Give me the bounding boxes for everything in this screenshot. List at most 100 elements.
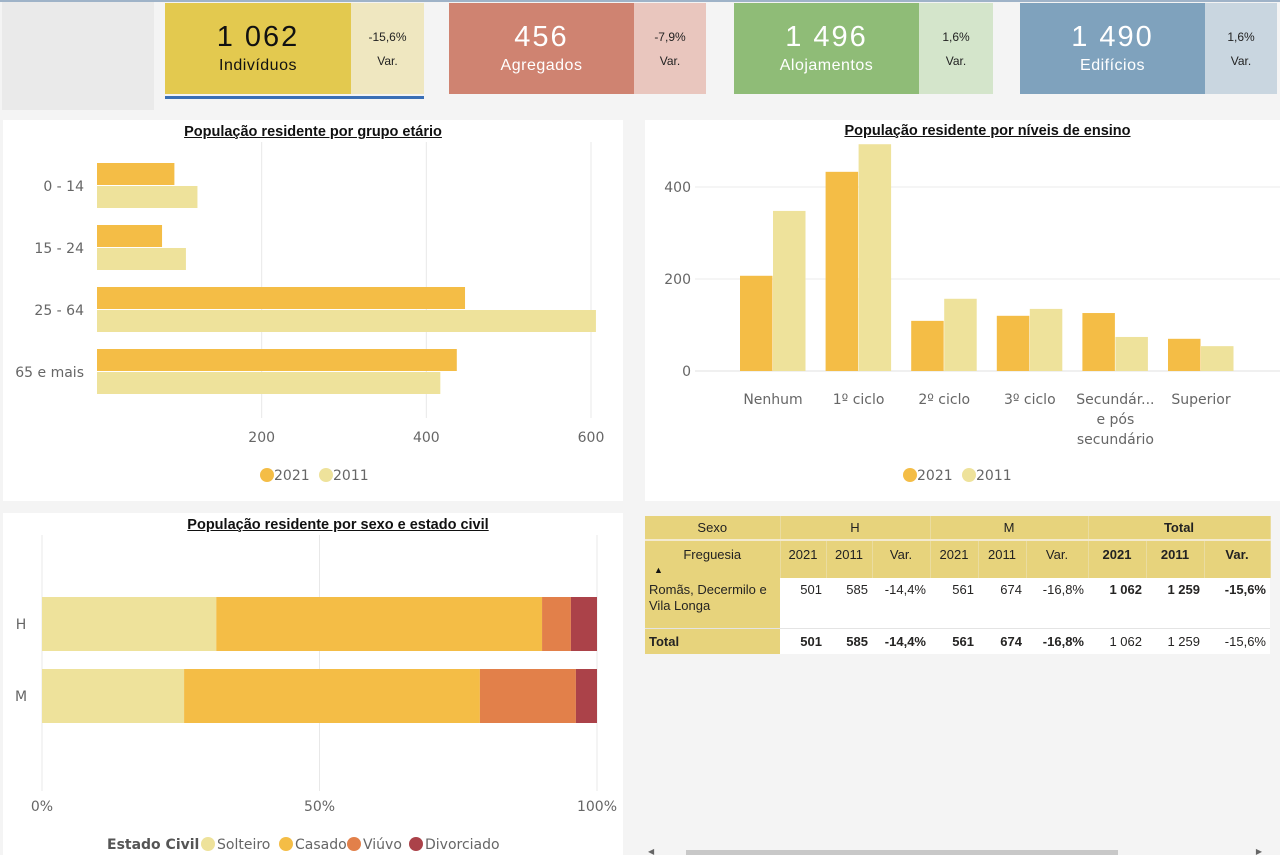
legend-label: 2011	[333, 468, 369, 484]
total-h-2011: 585	[826, 627, 872, 654]
kpi-variation-label: Var.	[377, 53, 398, 68]
header-h-2011[interactable]: 2011	[826, 539, 873, 578]
bar-2011	[1115, 336, 1148, 371]
marital-chart[interactable]: 0% 50% 100% H M Estado Civil Solteiro Casado Viú…	[3, 513, 623, 855]
bar-2021	[911, 320, 944, 371]
age-chart-panel: População residente por grupo etário 200…	[3, 120, 623, 501]
kpi-label: Agregados	[500, 57, 583, 75]
legend-label: Solteiro	[217, 837, 270, 853]
y-category-label: 65 e mais	[15, 365, 84, 381]
kpi-variation: 1,6% Var.	[919, 3, 993, 94]
table-group-header-row: Sexo H M Total	[645, 516, 1271, 540]
legend-marker-2011	[962, 468, 976, 482]
header-h-2021[interactable]: 2021	[780, 539, 827, 578]
total-m-var: -16,8%	[1026, 627, 1088, 654]
education-chart[interactable]: 0 200 400 Nenhum 1º ciclo 2º ciclo 3º ciclo Sec…	[645, 120, 1280, 501]
kpi-variation-label: Var.	[659, 53, 681, 68]
bar-2011	[97, 372, 441, 394]
x-tick-label: 0%	[31, 799, 53, 815]
kpi-label: Indivíduos	[219, 57, 297, 75]
cell-m-2011: 674	[978, 578, 1026, 628]
total-m-2011: 674	[978, 627, 1026, 654]
table-row[interactable]: Romãs, Decermilo e Vila Longa 501 585 -1…	[645, 578, 1270, 628]
kpi-card-alojamentos[interactable]: 1 496 Alojamentos 1,6% Var.	[734, 3, 993, 94]
selected-indicator	[165, 96, 424, 99]
header-group-h[interactable]: H	[780, 516, 931, 540]
segment-casado	[216, 597, 543, 651]
header-m-2021[interactable]: 2021	[930, 539, 979, 578]
total-h-2021: 501	[780, 627, 826, 654]
y-tick-label: 400	[664, 180, 691, 196]
y-category-label: H	[16, 617, 27, 633]
bar-2011	[1201, 346, 1234, 371]
legend-label: Divorciado	[425, 837, 500, 853]
x-category-label: 1º ciclo	[833, 392, 885, 408]
scroll-left-icon[interactable]: ◀	[648, 847, 655, 855]
kpi-card-individuos[interactable]: 1 062 Indivíduos -15,6% Var.	[165, 3, 424, 94]
bar-2011	[97, 310, 596, 332]
header-m-var[interactable]: Var.	[1026, 539, 1089, 578]
header-h-var[interactable]: Var.	[872, 539, 931, 578]
total-total-2021: 1 062	[1088, 627, 1146, 654]
x-category-label: secundário	[1077, 432, 1154, 448]
bar-2021	[740, 275, 773, 371]
header-group-m[interactable]: M	[930, 516, 1089, 540]
table-horizontal-scrollbar[interactable]: ◀ ▶	[648, 847, 1280, 855]
cell-m-var: -16,8%	[1026, 578, 1088, 628]
segment-divorciado	[570, 597, 597, 651]
total-m-2021: 561	[930, 627, 978, 654]
y-tick-label: 200	[664, 272, 691, 288]
kpi-variation: 1,6% Var.	[1205, 3, 1277, 94]
legend-title: Estado Civil	[107, 837, 199, 853]
kpi-value: 1 496	[785, 20, 868, 53]
kpi-card-agregados[interactable]: 456 Agregados -7,9% Var.	[449, 3, 706, 94]
header-total-2011[interactable]: 2011	[1146, 539, 1205, 578]
legend-marker-viúvo	[347, 837, 361, 851]
marital-chart-title: População residente por sexo e estado ci…	[187, 517, 489, 533]
bar-2021	[996, 315, 1030, 371]
legend-label: 2021	[274, 468, 310, 484]
legend-marker-2011	[319, 468, 333, 482]
total-h-var: -14,4%	[872, 627, 930, 654]
header-m-2011[interactable]: 2011	[978, 539, 1027, 578]
sort-ascending-icon[interactable]: ▲	[654, 565, 663, 575]
total-total-var: -15,6%	[1204, 627, 1270, 654]
legend-label: Casado	[295, 837, 347, 853]
scroll-right-icon[interactable]: ▶	[1255, 847, 1262, 855]
header-sexo: Sexo	[645, 516, 781, 540]
kpi-card-edificios[interactable]: 1 490 Edifícios 1,6% Var.	[1020, 3, 1277, 94]
age-chart[interactable]: 200 400 600 0 - 14 15 - 24 25 - 64 65 e mais 20…	[3, 120, 623, 501]
bar-2011	[97, 248, 186, 270]
header-total-var[interactable]: Var.	[1204, 539, 1271, 578]
scrollbar-thumb[interactable]	[686, 850, 1118, 855]
kpi-main: 1 490 Edifícios	[1020, 3, 1205, 94]
kpi-variation-value: 1,6%	[1227, 29, 1255, 44]
segment-solteiro	[42, 669, 185, 723]
header-freguesia[interactable]: Freguesia ▲	[645, 539, 781, 578]
legend-marker-divorciado	[409, 837, 423, 851]
x-tick-label: 100%	[577, 799, 617, 815]
row-freguesia-name: Romãs, Decermilo e Vila Longa	[645, 578, 780, 628]
header-total-2021[interactable]: 2021	[1088, 539, 1147, 578]
bar-2021	[97, 163, 175, 185]
bar-2011	[773, 210, 806, 371]
kpi-main: 456 Agregados	[449, 3, 634, 94]
kpi-variation-label: Var.	[1230, 53, 1252, 68]
logo-placeholder	[2, 2, 154, 110]
education-chart-title: População residente por níveis de ensino	[844, 123, 1131, 139]
x-category-label: Nenhum	[743, 392, 802, 408]
bar-2011	[858, 144, 892, 371]
cell-total-var: -15,6%	[1204, 578, 1270, 628]
segment-casado	[184, 669, 480, 723]
legend-marker-casado	[279, 837, 293, 851]
cell-m-2021: 561	[930, 578, 978, 628]
bar-2021	[1082, 313, 1115, 371]
kpi-label: Alojamentos	[779, 57, 874, 75]
segment-divorciado	[575, 669, 597, 723]
table-sub-header-row: Freguesia ▲ 2021 2011 Var. 2021 2011 Var…	[645, 539, 1271, 578]
legend-label: Viúvo	[363, 837, 402, 853]
legend-label: 2021	[917, 468, 953, 484]
header-group-total[interactable]: Total	[1088, 516, 1271, 540]
header-freguesia-label: Freguesia	[683, 547, 742, 562]
x-tick-label: 600	[578, 430, 605, 446]
